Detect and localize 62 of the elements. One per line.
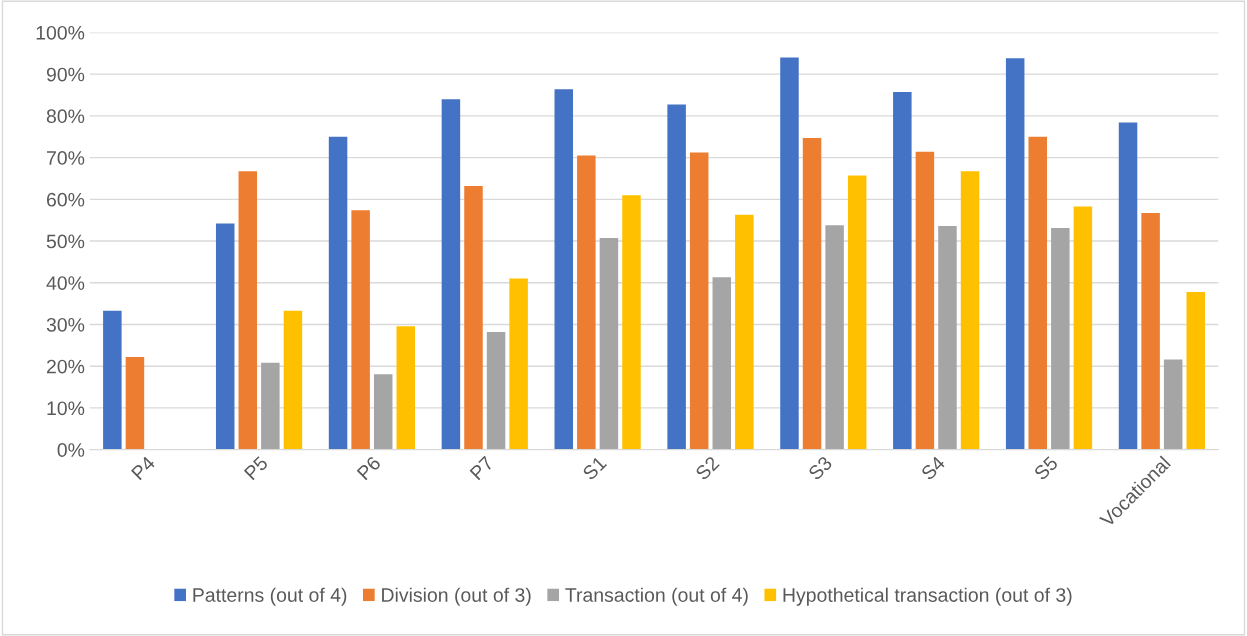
bar [396,326,416,450]
bar [351,210,370,450]
bar [486,332,506,450]
y-tick-label: 10% [47,401,85,416]
bar [373,374,393,450]
bar [938,226,957,450]
y-tick-label: 50% [46,234,85,249]
bar [328,136,348,450]
x-tick-label: S5 [1033,455,1059,481]
bar [1005,58,1025,450]
bar [238,171,258,450]
y-tick-label: 80% [46,109,85,124]
bar [825,225,844,450]
bar [599,238,619,450]
x-tick-label: P7 [469,455,495,481]
bar [802,137,822,450]
y-tick-label: 70% [47,151,85,165]
y-tick-label: 30% [46,317,85,332]
x-tick-label: S1 [581,455,608,481]
y-tick-label: 100% [36,25,85,40]
bar [283,310,303,450]
bar [735,214,754,450]
x-tick-label: S3 [807,455,833,481]
bar [554,89,574,450]
bar [667,104,686,450]
y-tick-label: 90% [46,67,85,82]
bar [622,195,641,450]
bar [689,152,709,450]
legend-label: Hypothetical transaction (out of 3) [783,587,1072,606]
x-tick-label: P4 [131,455,156,481]
y-tick-label: 0% [57,443,85,457]
bar [915,151,935,450]
y-tick-label: 20% [46,359,85,374]
bar [847,175,867,450]
bar [1051,228,1070,450]
bar [1073,206,1093,450]
bar [1163,359,1183,450]
bar [712,277,732,450]
bar [215,223,235,450]
bar [960,171,980,450]
bar [1186,291,1205,450]
bar [103,310,122,450]
bar [261,362,280,450]
legend-label: Transaction (out of 4) [565,587,748,606]
legend-label: Division (out of 3) [382,587,531,606]
y-tick-label: 40% [46,276,85,290]
y-tick-label: 60% [46,192,85,207]
bar [1141,213,1160,450]
bar [464,185,483,450]
bar [125,357,145,450]
x-tick-label: S4 [920,455,946,481]
legend-label: Patterns (out of 4) [193,587,347,606]
bar [509,278,528,450]
bar [893,92,912,450]
bar [441,99,461,450]
bar [780,57,799,450]
bar [1118,122,1138,450]
x-tick-label: P5 [243,455,269,481]
bar [577,155,596,450]
x-tick-label: S2 [694,455,720,481]
x-tick-label: P6 [356,455,382,481]
bar [1028,136,1048,450]
